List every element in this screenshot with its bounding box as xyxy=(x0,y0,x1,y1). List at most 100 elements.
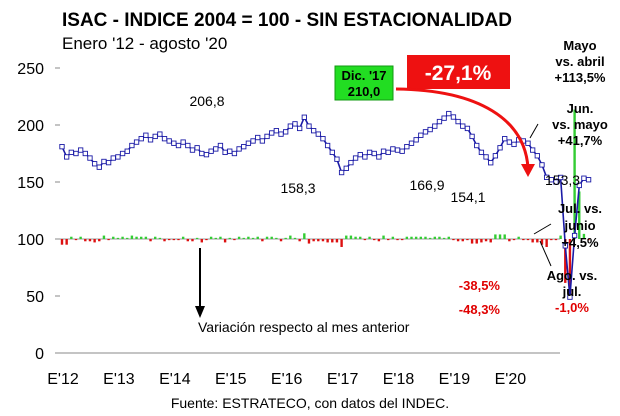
variation-bar xyxy=(102,235,106,239)
isac-series xyxy=(59,110,592,300)
mayo-line3: +113,5% xyxy=(555,70,606,85)
data-point xyxy=(213,146,219,152)
variation-bar xyxy=(149,239,152,242)
variation-bar xyxy=(559,235,562,239)
variation-bar xyxy=(195,237,199,239)
data-point xyxy=(511,141,517,148)
y-axis: 0 50 100 150 200 250 xyxy=(17,61,60,363)
data-point xyxy=(138,136,144,142)
data-point xyxy=(446,110,452,117)
data-point xyxy=(227,148,233,154)
variation-bar xyxy=(121,236,124,239)
variation-bar xyxy=(293,237,297,239)
variation-bar xyxy=(163,239,166,242)
variation-bar xyxy=(582,233,586,239)
variation-bar xyxy=(550,239,553,241)
data-point xyxy=(264,133,270,140)
variation-bar xyxy=(256,236,259,239)
variation-bar xyxy=(498,234,502,239)
y-tick-label: 150 xyxy=(17,175,44,192)
data-point xyxy=(259,138,266,144)
variation-bar xyxy=(88,239,92,242)
data-point xyxy=(474,142,480,149)
jun-line1: Jun. xyxy=(567,101,594,116)
dic17-value: 210,0 xyxy=(348,84,381,99)
drop-arrow-head xyxy=(521,164,535,177)
data-point xyxy=(306,123,312,129)
variation-bar xyxy=(391,236,395,239)
variation-bar xyxy=(237,236,241,239)
data-point xyxy=(245,140,252,146)
variation-bar xyxy=(484,239,488,242)
data-point xyxy=(147,137,154,143)
x-tick-label: E'18 xyxy=(383,371,415,388)
variation-bar xyxy=(536,239,539,243)
variation-bar xyxy=(526,239,530,241)
variation-bar xyxy=(363,239,367,241)
variation-bar xyxy=(200,239,203,243)
variation-bar xyxy=(326,239,329,243)
data-point xyxy=(338,169,345,176)
data-point xyxy=(189,147,196,153)
variation-bar xyxy=(447,236,450,239)
data-point xyxy=(492,153,499,159)
data-point xyxy=(273,128,280,134)
variation-bar xyxy=(387,239,390,241)
variation-bar xyxy=(251,237,255,239)
data-point xyxy=(203,151,210,158)
x-axis: E'12 E'13 E'14 E'15 E'16 E'17 E'18 E'19 E'20 xyxy=(47,371,526,388)
variation-bar xyxy=(442,237,446,239)
dic17-box xyxy=(334,65,394,101)
data-point xyxy=(530,147,536,153)
data-point xyxy=(152,133,158,140)
note-arrow-head xyxy=(195,306,205,318)
variation-bar xyxy=(154,236,157,239)
variation-note: Variación respecto al mes anterior xyxy=(198,319,410,335)
data-point xyxy=(217,142,224,149)
data-point xyxy=(194,145,200,151)
variation-bar xyxy=(489,239,492,243)
data-point xyxy=(208,148,214,154)
data-point xyxy=(488,160,494,166)
variation-bar xyxy=(112,236,115,239)
variation-bar xyxy=(275,237,278,239)
variation-bar xyxy=(377,239,381,242)
data-point xyxy=(460,123,466,129)
variation-bar xyxy=(233,239,236,241)
variation-bar xyxy=(512,239,516,241)
variation-bar xyxy=(517,236,520,239)
ago-line1: Ago. vs. xyxy=(547,268,598,283)
variation-bar xyxy=(242,237,245,239)
data-point xyxy=(124,148,130,154)
data-point xyxy=(483,154,489,160)
data-point xyxy=(427,126,433,133)
variation-bar xyxy=(209,236,213,239)
variation-bar xyxy=(177,239,180,241)
data-point xyxy=(320,136,326,142)
variation-bar xyxy=(70,236,73,239)
data-point xyxy=(105,159,112,166)
variation-bar xyxy=(396,239,399,241)
variation-bar xyxy=(573,109,576,239)
variation-bar xyxy=(270,236,273,239)
data-point xyxy=(464,125,471,132)
variation-bar xyxy=(419,236,423,239)
variation-bar xyxy=(438,236,441,239)
variation-bar xyxy=(130,235,134,239)
drop-box xyxy=(407,55,510,89)
variation-bar xyxy=(303,233,306,239)
variation-bar xyxy=(373,239,376,241)
variation-bar xyxy=(545,239,548,247)
variation-bar xyxy=(317,239,320,242)
variation-bar xyxy=(466,239,469,241)
variation-bar xyxy=(191,239,194,242)
data-point xyxy=(101,158,107,165)
data-point xyxy=(362,154,368,160)
data-point xyxy=(432,123,438,129)
data-point xyxy=(222,149,228,156)
variation-bar xyxy=(279,239,283,242)
variation-bar xyxy=(578,191,581,239)
variation-bar xyxy=(79,236,82,239)
data-point xyxy=(236,146,242,152)
variation-bar xyxy=(289,235,292,239)
